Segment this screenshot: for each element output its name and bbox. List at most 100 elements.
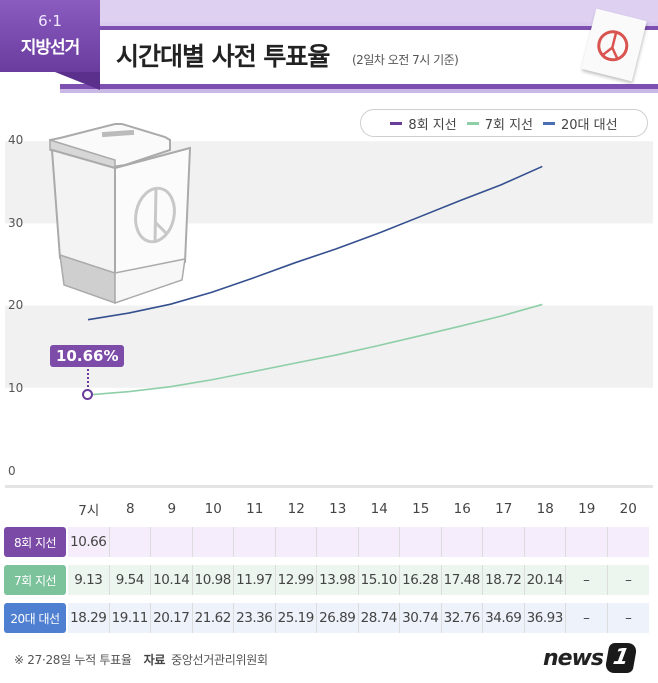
table-cell: 19.11 <box>110 603 151 633</box>
page-subtitle: (2일차 오전 7시 기준) <box>352 53 459 67</box>
badge-title: 지방선거 <box>20 38 81 58</box>
chart-divider <box>5 485 653 488</box>
badge-date: 6·1 <box>38 12 62 30</box>
row-label: 8회 지선 <box>4 527 66 557</box>
legend-label: 8회 지선 <box>408 117 457 133</box>
table-cell: – <box>625 572 632 588</box>
source-name: 중앙선거관리위원회 <box>171 653 268 667</box>
footer-note: ※ 27·28일 누적 투표율 자료 중앙선거관리위원회 <box>14 651 268 668</box>
ballot-stamp-icon <box>581 8 647 82</box>
legend-label: 7회 지선 <box>484 117 534 133</box>
table-row: 7회 지선 9.13 9.54 10.14 10.98 11.97 12.99 13.98 15… <box>4 565 654 595</box>
page-title: 시간대별 사전 투표율 <box>116 42 330 71</box>
row-label: 20대 대선 <box>4 603 66 633</box>
column-header: 8 <box>125 500 135 517</box>
y-tick-10: 10 <box>8 381 24 395</box>
source-label: 자료 <box>143 653 166 667</box>
table-cell: 30.74 <box>400 603 442 633</box>
y-tick-20: 20 <box>8 298 24 312</box>
logo-text: news <box>543 645 604 671</box>
column-header: 20 <box>619 500 637 517</box>
table-cell <box>359 527 400 557</box>
table-cell: 15.10 <box>359 565 400 595</box>
legend-swatch-icon <box>543 121 556 125</box>
header-top-band <box>0 0 658 22</box>
table-cell <box>151 527 193 557</box>
table-cell: 18.72 <box>483 565 525 595</box>
election-badge: 6·1 지방선거 <box>0 0 100 72</box>
table-cell: 20.17 <box>151 603 193 633</box>
table-cell <box>234 527 276 557</box>
table-cell: 9.54 <box>110 565 151 595</box>
column-header: 14 <box>370 500 388 517</box>
header-top-band-lower <box>100 22 658 26</box>
legend-item: 8회 지선 <box>390 114 457 133</box>
y-tick-30: 30 <box>8 216 24 230</box>
column-header: 11 <box>246 500 264 517</box>
table-cell: 34.69 <box>483 603 525 633</box>
column-header: 13 <box>329 500 347 517</box>
table-cell: 12.99 <box>276 565 317 595</box>
column-header: 19 <box>578 500 596 517</box>
column-header: 10 <box>204 500 222 517</box>
badge-tail <box>55 72 100 90</box>
chart-legend: 8회 지선 7회 지선 20대 대선 <box>360 109 648 137</box>
callout-leader-line <box>87 369 89 391</box>
table-cell <box>193 527 234 557</box>
table-cell: 16.28 <box>400 565 442 595</box>
logo-mark: 1 <box>604 643 638 673</box>
title-bar <box>60 26 658 93</box>
table-cell: 10.66 <box>68 527 110 557</box>
series-line <box>87 165 543 321</box>
column-header: 7시 <box>78 502 100 519</box>
table-row: 8회 지선 10.66 <box>4 527 654 557</box>
table-cell: 11.97 <box>234 565 276 595</box>
legend-item: 20대 대선 <box>543 114 618 133</box>
table-row: 20대 대선 18.29 19.11 20.17 21.62 23.36 25.19 26.8… <box>4 603 654 633</box>
table-cell: 21.62 <box>193 603 234 633</box>
column-header: 16 <box>453 500 471 517</box>
legend-item: 7회 지선 <box>466 114 534 133</box>
news1-logo: news 1 <box>543 643 638 673</box>
table-cell: 23.36 <box>234 603 276 633</box>
table-cell <box>317 527 359 557</box>
table-cell: 32.76 <box>442 603 483 633</box>
table-cell: 26.89 <box>317 603 359 633</box>
table-cell: 10.14 <box>151 565 193 595</box>
table-cell: 18.29 <box>68 603 110 633</box>
table-cell: 13.98 <box>317 565 359 595</box>
table-cell <box>276 527 317 557</box>
table-cell <box>400 527 442 557</box>
table-cell: 17.48 <box>442 565 483 595</box>
y-tick-0: 0 <box>8 464 16 478</box>
column-header: 12 <box>287 500 305 517</box>
series-line <box>87 303 543 396</box>
column-header: 18 <box>536 500 554 517</box>
footnote: ※ 27·28일 누적 투표율 <box>14 653 132 667</box>
table-cell: 10.98 <box>193 565 234 595</box>
table-cell <box>566 527 608 557</box>
y-tick-40: 40 <box>8 133 24 147</box>
table-cell: 36.93 <box>525 603 566 633</box>
table-cell: 25.19 <box>276 603 317 633</box>
column-header: 17 <box>495 500 513 517</box>
current-value-callout: 10.66% <box>50 345 125 367</box>
legend-swatch-icon <box>390 121 403 125</box>
table-cell: 20.14 <box>525 565 566 595</box>
table-cell <box>608 527 650 557</box>
grid-band <box>5 141 653 224</box>
table-cell: 9.13 <box>68 565 110 595</box>
column-header: 15 <box>412 500 430 517</box>
table-cell: – <box>625 610 632 626</box>
table-header: 7시 8 9 10 11 12 13 14 15 16 17 18 19 20 <box>68 490 654 527</box>
ballot-box-icon <box>48 123 192 305</box>
table-cell <box>442 527 483 557</box>
legend-swatch-icon <box>466 121 479 125</box>
table-cell: – <box>566 565 608 595</box>
table-cell <box>110 527 151 557</box>
table-cell: – <box>566 603 608 633</box>
row-label: 7회 지선 <box>4 565 66 595</box>
data-table: 7시 8 9 10 11 12 13 14 15 16 17 18 19 20 8회 지선 10.66 7회 … <box>4 490 654 641</box>
table-cell: 28.74 <box>359 603 400 633</box>
legend-label: 20대 대선 <box>561 117 618 133</box>
